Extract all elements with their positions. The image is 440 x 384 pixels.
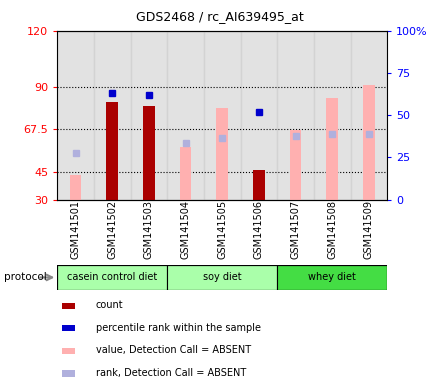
Bar: [290, 130, 301, 200]
Text: GDS2468 / rc_AI639495_at: GDS2468 / rc_AI639495_at: [136, 10, 304, 23]
Bar: [131, 31, 167, 200]
Bar: [106, 102, 118, 200]
Bar: [143, 106, 154, 200]
Bar: [62, 325, 75, 331]
Bar: [277, 31, 314, 200]
Bar: [167, 265, 277, 290]
Bar: [70, 175, 81, 200]
Bar: [62, 348, 75, 354]
Text: GSM141501: GSM141501: [70, 200, 81, 259]
Text: value, Detection Call = ABSENT: value, Detection Call = ABSENT: [96, 345, 251, 355]
Text: percentile rank within the sample: percentile rank within the sample: [96, 323, 261, 333]
Text: GSM141506: GSM141506: [254, 200, 264, 259]
Text: rank, Detection Call = ABSENT: rank, Detection Call = ABSENT: [96, 368, 246, 378]
Text: GSM141502: GSM141502: [107, 200, 117, 259]
Bar: [180, 147, 191, 200]
Bar: [167, 31, 204, 200]
Text: GSM141505: GSM141505: [217, 200, 227, 259]
Bar: [94, 31, 131, 200]
Bar: [62, 370, 75, 376]
Text: soy diet: soy diet: [203, 272, 242, 283]
Bar: [351, 31, 387, 200]
Bar: [204, 31, 241, 200]
Text: protocol: protocol: [4, 272, 47, 283]
Bar: [57, 31, 94, 200]
Text: GSM141507: GSM141507: [290, 200, 301, 259]
Text: GSM141509: GSM141509: [364, 200, 374, 259]
Bar: [314, 31, 351, 200]
Text: GSM141504: GSM141504: [180, 200, 191, 259]
Bar: [57, 265, 167, 290]
Bar: [253, 170, 264, 200]
Bar: [241, 31, 277, 200]
Text: GSM141503: GSM141503: [144, 200, 154, 259]
Bar: [326, 98, 338, 200]
Bar: [363, 85, 374, 200]
Bar: [277, 265, 387, 290]
Text: GSM141508: GSM141508: [327, 200, 337, 259]
Text: whey diet: whey diet: [308, 272, 356, 283]
Text: count: count: [96, 300, 124, 310]
Bar: [62, 303, 75, 309]
Bar: [216, 108, 228, 200]
Text: casein control diet: casein control diet: [67, 272, 158, 283]
